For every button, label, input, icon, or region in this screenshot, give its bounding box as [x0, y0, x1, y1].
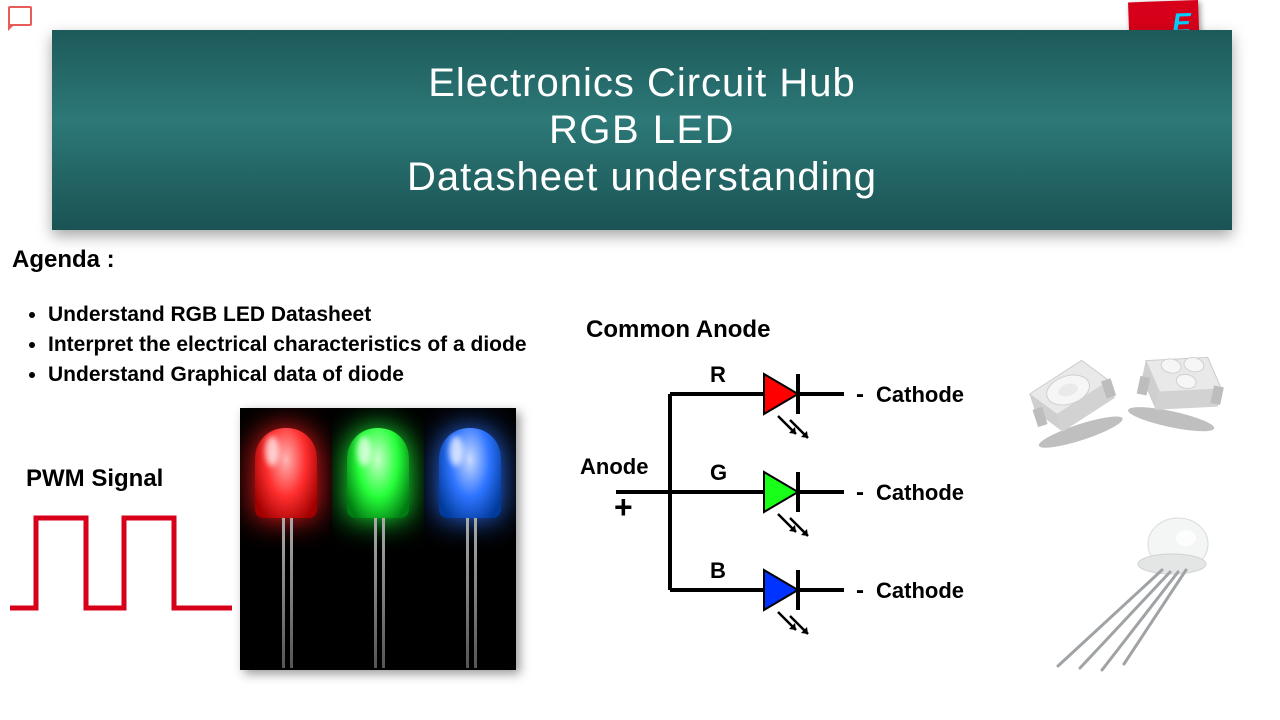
- common-anode-title: Common Anode: [586, 316, 770, 344]
- svg-text:Cathode: Cathode: [876, 382, 964, 407]
- agenda-heading: Agenda :: [12, 246, 115, 274]
- svg-text:-: -: [856, 577, 864, 604]
- led-photo-red: [240, 408, 332, 670]
- title-line-1: Electronics Circuit Hub: [52, 61, 1232, 106]
- title-banner: Electronics Circuit Hub RGB LED Datashee…: [52, 30, 1232, 230]
- rgb-led-photos: [240, 408, 516, 670]
- svg-text:-: -: [856, 381, 864, 408]
- comment-icon: [8, 6, 32, 26]
- through-hole-led-illustration: [1040, 508, 1230, 676]
- agenda-list: Understand RGB LED Datasheet Interpret t…: [48, 300, 527, 389]
- svg-text:-: -: [856, 479, 864, 506]
- title-line-2: RGB LED: [52, 108, 1232, 153]
- svg-text:+: +: [614, 489, 633, 525]
- svg-text:Cathode: Cathode: [876, 480, 964, 505]
- agenda-item: Interpret the electrical characteristics…: [48, 330, 527, 360]
- svg-text:Cathode: Cathode: [876, 578, 964, 603]
- svg-text:Anode: Anode: [580, 454, 648, 479]
- pwm-label: PWM Signal: [26, 465, 163, 493]
- svg-text:G: G: [710, 460, 727, 485]
- svg-text:B: B: [710, 558, 726, 583]
- common-anode-schematic-icon: Anode+R-CathodeG-CathodeB-Cathode: [574, 352, 984, 662]
- pwm-signal-icon: [6, 500, 236, 620]
- agenda-item: Understand RGB LED Datasheet: [48, 300, 527, 330]
- led-photo-blue: [424, 408, 516, 670]
- smd-led-illustration: [1014, 328, 1246, 468]
- title-line-3: Datasheet understanding: [52, 155, 1232, 200]
- svg-text:R: R: [710, 362, 726, 387]
- led-photo-green: [332, 408, 424, 670]
- agenda-item: Understand Graphical data of diode: [48, 360, 527, 390]
